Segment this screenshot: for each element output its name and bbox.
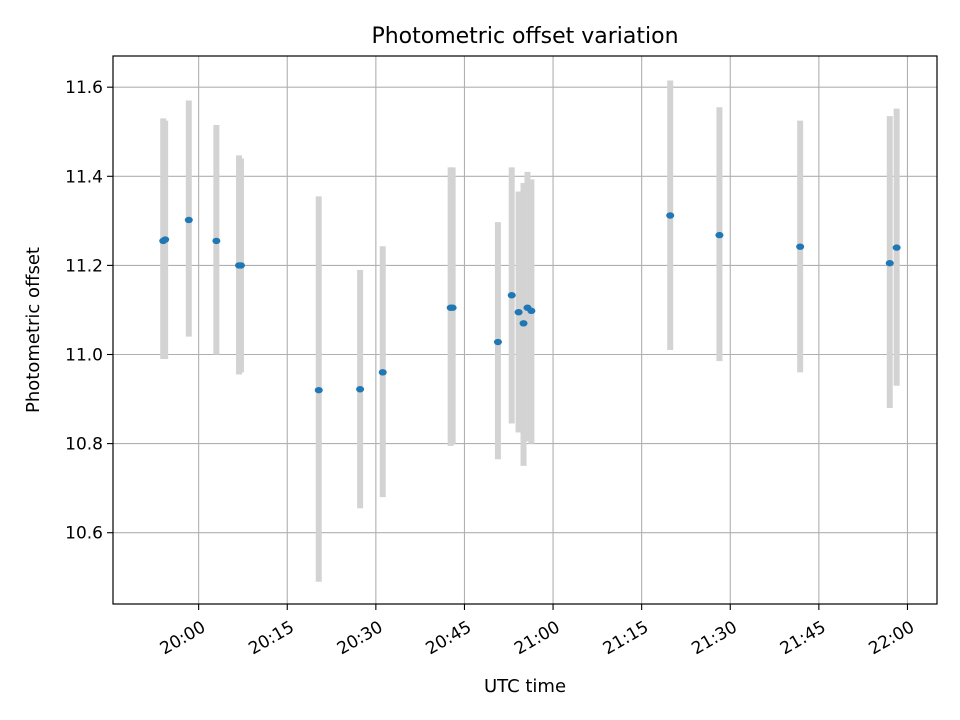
data-point [892, 244, 901, 251]
data-point [666, 212, 675, 219]
data-point [796, 243, 805, 250]
y-axis-label: Photometric offset [23, 247, 44, 413]
data-point [356, 386, 365, 393]
data-point [885, 259, 894, 267]
data-point [161, 236, 170, 243]
data-points [159, 212, 901, 394]
data-point [448, 304, 457, 311]
y-tick-label: 10.6 [65, 524, 103, 544]
y-tick-label: 10.8 [65, 435, 103, 455]
data-point [493, 338, 502, 346]
y-tick-label: 11.2 [65, 256, 103, 276]
data-point [519, 320, 528, 327]
y-tick-label: 11.6 [65, 78, 103, 98]
data-point [514, 308, 523, 316]
y-tick-label: 11.0 [65, 346, 103, 366]
data-point [212, 237, 221, 245]
data-point [378, 369, 387, 376]
data-point [527, 307, 536, 315]
data-point [715, 231, 724, 239]
x-axis-label: UTC time [484, 676, 566, 697]
data-point [184, 216, 193, 224]
chart-title: Photometric offset variation [371, 24, 678, 49]
y-tick-label: 11.4 [65, 167, 103, 187]
plot-frame [112, 55, 938, 605]
data-point [507, 292, 516, 299]
data-point [314, 386, 323, 394]
y-axis-ticks: 10.6 10.8 11.0 11.2 11.4 11.6 [65, 78, 113, 544]
data-point [236, 262, 245, 269]
